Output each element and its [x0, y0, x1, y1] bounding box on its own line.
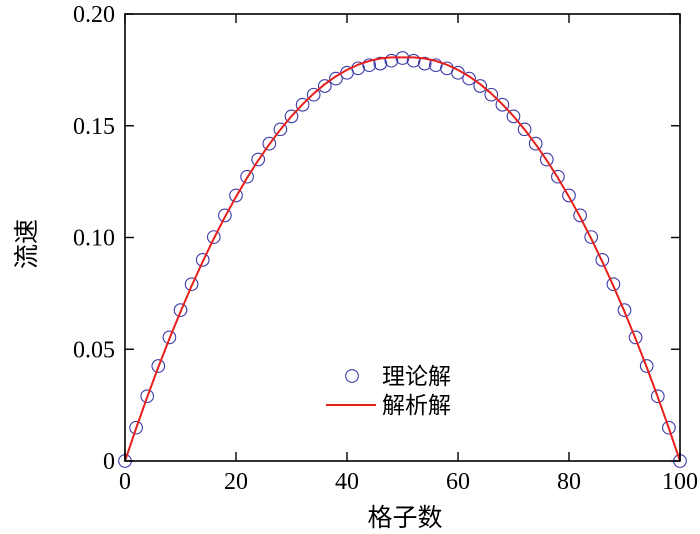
data-point-theory: [284, 109, 299, 124]
data-point-theory: [151, 359, 166, 373]
data-point-theory: [517, 122, 532, 137]
data-point-theory: [317, 79, 332, 93]
data-point-theory: [129, 420, 143, 435]
x-tick-label: 0: [119, 469, 131, 495]
data-point-theory: [329, 71, 343, 86]
data-point-theory: [595, 253, 610, 267]
data-point-theory: [306, 87, 321, 102]
x-tick-label: 20: [224, 469, 248, 495]
data-point-theory: [528, 136, 543, 151]
data-point-theory: [484, 87, 499, 102]
data-point-theory: [606, 277, 621, 292]
y-tick-label: 0.05: [73, 337, 115, 363]
data-point-theory: [417, 56, 432, 71]
data-point-theory: [218, 208, 232, 223]
data-point-theory: [262, 136, 277, 151]
data-point-theory: [628, 330, 643, 345]
data-point-theory: [229, 188, 243, 203]
data-point-theory: [406, 53, 421, 68]
legend-label-analytic: 解析解: [382, 393, 451, 419]
x-tick-label: 80: [557, 469, 581, 495]
data-point-theory: [240, 169, 254, 184]
x-tick-label: 40: [335, 469, 359, 495]
x-tick-label: 60: [446, 469, 470, 495]
y-tick-label: 0.10: [73, 226, 115, 252]
data-point-theory: [273, 122, 288, 137]
legend: 理论解 解析解: [326, 364, 451, 419]
data-point-theory: [184, 277, 199, 292]
x-axis-title: 格子数: [367, 503, 442, 532]
data-point-theory: [495, 97, 510, 112]
data-point-theory: [639, 359, 654, 373]
data-point-theory: [506, 109, 521, 124]
data-point-theory: [573, 208, 587, 223]
data-point-theory: [539, 152, 554, 167]
data-point-theory: [562, 188, 576, 203]
data-point-theory: [373, 56, 388, 71]
data-point-theory: [362, 58, 377, 73]
data-point-theory: [195, 253, 210, 267]
series-line-analytic: [124, 56, 681, 462]
data-point-theory: [584, 230, 599, 244]
data-point-theory: [428, 58, 443, 73]
y-axis-ticks: 0 0.05 0.10 0.15 0.20: [73, 2, 680, 475]
data-point-theory: [295, 97, 310, 112]
plot-marks: [118, 51, 687, 468]
data-point-theory: [617, 303, 632, 317]
legend-label-theory: 理论解: [382, 364, 451, 390]
y-tick-label: 0: [103, 449, 115, 475]
data-point-theory: [173, 303, 188, 317]
data-point-theory: [462, 71, 476, 86]
x-axis-ticks: 0 20 40 60 80 100: [119, 14, 698, 495]
data-point-theory: [162, 330, 177, 345]
y-tick-label: 0.20: [73, 2, 115, 28]
x-tick-label: 100: [662, 469, 698, 495]
data-point-theory: [206, 230, 221, 244]
y-axis-title: 流速: [12, 219, 41, 269]
data-point-theory: [140, 389, 155, 404]
data-point-theory: [473, 79, 488, 93]
data-point-theory: [662, 420, 676, 435]
data-point-theory: [251, 152, 266, 167]
data-point-theory: [384, 53, 399, 68]
y-tick-label: 0.15: [73, 114, 115, 140]
data-point-theory: [551, 169, 565, 184]
data-point-theory: [650, 389, 665, 404]
legend-marker-theory: [345, 369, 359, 383]
